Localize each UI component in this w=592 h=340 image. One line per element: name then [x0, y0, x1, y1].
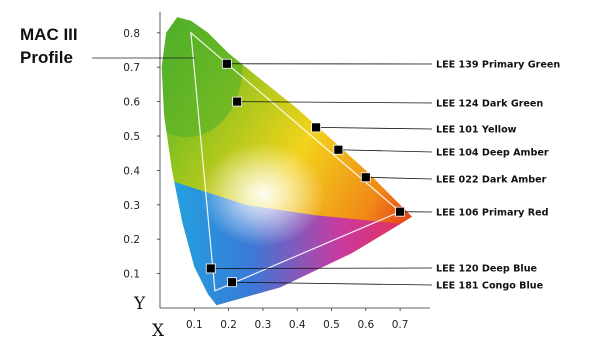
point-label: LEE 106 Primary Red [436, 208, 549, 219]
point-marker [311, 122, 321, 133]
point-marker [232, 96, 243, 107]
x-tick-label: 0.6 [357, 319, 374, 331]
point-marker [333, 144, 344, 155]
point-marker [221, 58, 232, 69]
gamut-triangle [190, 31, 402, 292]
point-label: LEE 139 Primary Green [436, 60, 560, 71]
point-label: LEE 101 Yellow [436, 125, 517, 136]
point-marker [205, 263, 216, 274]
y-tick-label: 0.6 [123, 97, 140, 109]
y-tick-label: 0.5 [123, 131, 140, 143]
leader-line [365, 176, 433, 180]
y-tick-label: 0.8 [123, 28, 140, 40]
leader-line [237, 101, 433, 104]
y-axis-label: Y [133, 294, 146, 314]
point-label: LEE 104 Deep Amber [436, 148, 549, 159]
x-tick-label: 0.5 [323, 319, 340, 331]
spectral-locus [161, 17, 413, 306]
point-label: LEE 124 Dark Green [436, 99, 543, 110]
x-tick-label: 0.3 [255, 319, 272, 331]
point-marker [395, 206, 406, 217]
x-tick-label: 0.7 [392, 319, 409, 331]
y-tick-label: 0.3 [123, 200, 140, 212]
point-label: LEE 120 Deep Blue [436, 264, 538, 275]
y-tick-label: 0.2 [123, 234, 140, 246]
leader-line [338, 149, 433, 153]
point-marker [227, 277, 237, 288]
x-tick-label: 0.1 [186, 319, 203, 331]
title-line-2: Profile [20, 48, 73, 67]
leader-line [232, 281, 433, 286]
axes [159, 12, 430, 309]
chart-title: MAC III Profile [20, 25, 195, 67]
tick-labels: 0.1 0.2 0.3 0.4 0.5 0.6 0.7 0.1 0.2 0.3 0.4 0.5 0.6 0… [123, 28, 408, 331]
x-tick-label: 0.4 [289, 319, 306, 331]
data-points: LEE 139 Primary Green LEE 124 Dark Green L… [205, 58, 560, 292]
white-point-glow [200, 142, 325, 247]
point-label: LEE 022 Dark Amber [436, 175, 547, 186]
x-tick-label: 0.2 [220, 319, 237, 331]
leader-line [316, 127, 433, 130]
point-label: LEE 181 Congo Blue [436, 281, 544, 292]
point-marker [360, 172, 371, 183]
y-tick-label: 0.1 [123, 269, 140, 281]
y-tick-label: 0.4 [123, 165, 140, 177]
y-tick-label: 0.7 [123, 62, 140, 74]
x-axis-label: X [152, 321, 165, 340]
title-line-1: MAC III [20, 25, 78, 44]
